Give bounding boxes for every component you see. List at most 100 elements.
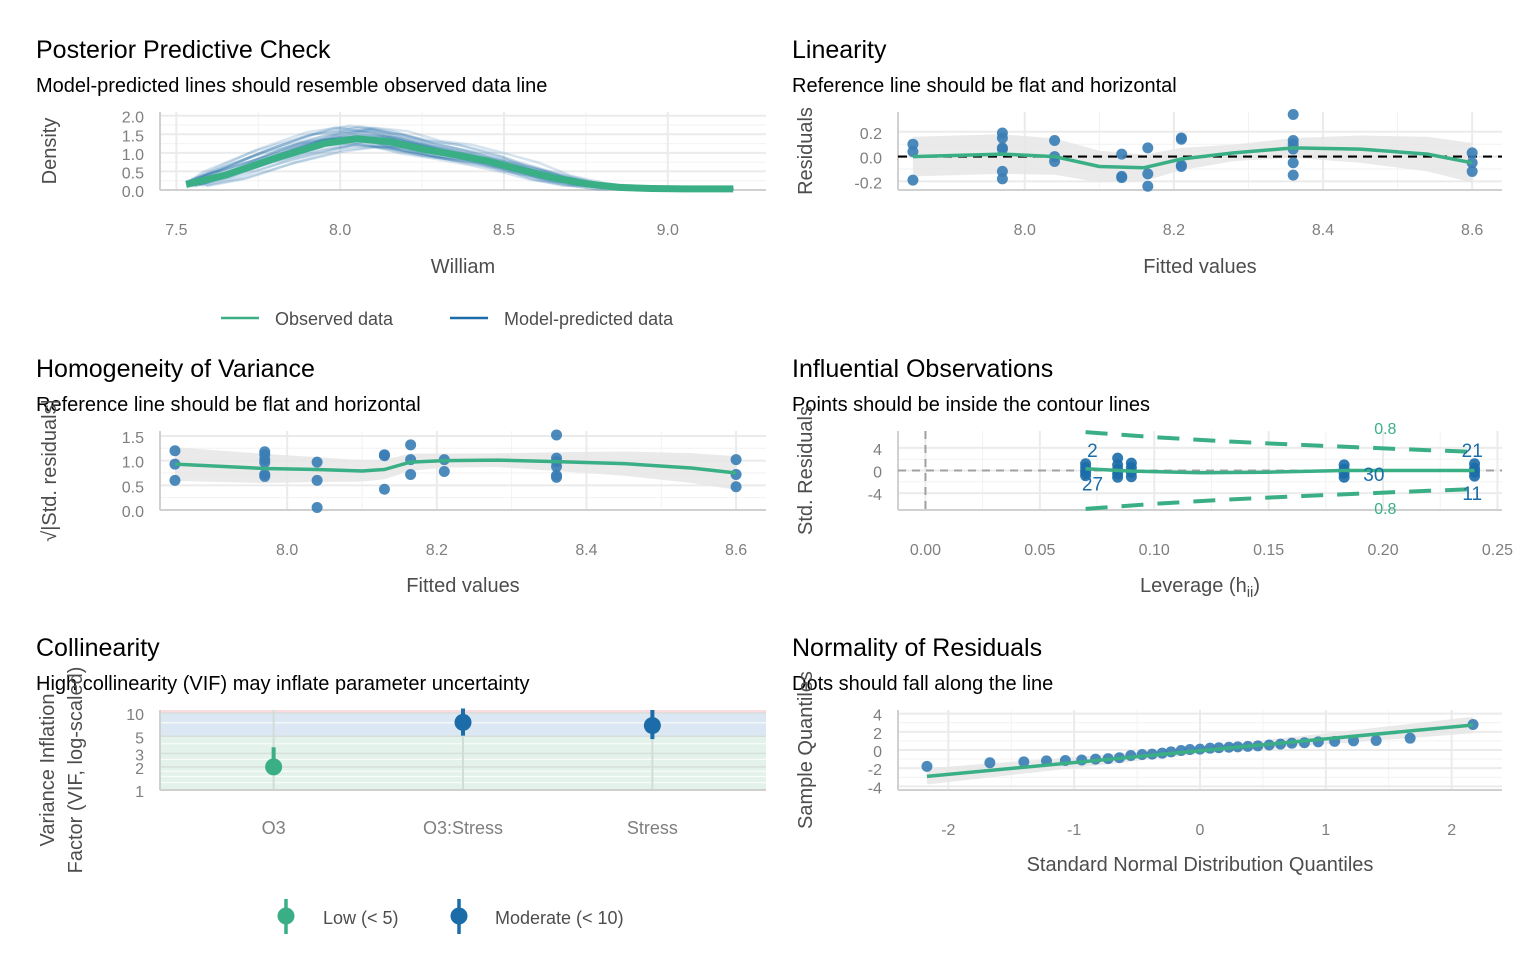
- data-point: [551, 471, 563, 483]
- panel-title: Linearity: [792, 36, 887, 64]
- x-axis-title: Fitted values: [1143, 256, 1256, 278]
- x-tick-label: -2: [941, 822, 955, 839]
- data-point: [1125, 471, 1137, 483]
- data-point: [169, 458, 181, 470]
- y-tick-label: 10: [126, 707, 144, 724]
- x-tick-label: 0.20: [1367, 542, 1398, 559]
- data-point: [907, 174, 919, 186]
- data-point: [378, 450, 390, 462]
- data-point: [1175, 133, 1187, 145]
- x-tick-label: 0.10: [1139, 542, 1170, 559]
- x-tick-label: 8.0: [329, 222, 351, 239]
- vif-point: [265, 758, 283, 776]
- data-point: [730, 468, 742, 480]
- data-point: [730, 481, 742, 493]
- x-tick-label: 1: [1321, 822, 1330, 839]
- smooth-line: [1085, 467, 1475, 475]
- x-axis-title: Fitted values: [406, 575, 519, 597]
- x-tick-label: 8.4: [1312, 222, 1334, 239]
- panel-influential-observations: Influential Observations Points should be…: [792, 355, 1513, 601]
- data-point: [169, 474, 181, 486]
- panel-subtitle: High collinearity (VIF) may inflate para…: [36, 673, 530, 695]
- data-point: [1142, 168, 1154, 180]
- data-point: [996, 132, 1008, 144]
- x-tick-label: O3:Stress: [423, 818, 503, 838]
- legend-label-low: Low (< 5): [323, 908, 399, 928]
- y-tick-label: 4: [873, 708, 882, 725]
- point-label: 21: [1462, 441, 1483, 462]
- x-tick-label: 8.0: [276, 542, 298, 559]
- y-tick-label: 1: [135, 784, 144, 801]
- y-tick-label: 0: [873, 465, 882, 482]
- y-tick-label: -4: [868, 487, 882, 504]
- y-axis-title: Variance Inflation: [37, 693, 59, 846]
- data-point: [921, 760, 933, 772]
- legend-label-moderate: Moderate (< 10): [495, 908, 624, 928]
- x-tick-label: 0.15: [1253, 542, 1284, 559]
- cooks-contour-lower: [1085, 487, 1475, 511]
- data-point: [907, 146, 919, 158]
- y-axis-title: Residuals: [795, 107, 817, 195]
- x-tick-label: 8.2: [426, 542, 448, 559]
- x-tick-label: 0.25: [1482, 542, 1513, 559]
- smooth-line: [912, 146, 1473, 170]
- x-tick-label: 8.6: [1461, 222, 1483, 239]
- y-tick-label: 5: [135, 730, 144, 747]
- data-point: [1175, 160, 1187, 172]
- legend-key-moderate-dot: [450, 907, 468, 925]
- panel-subtitle: Points should be inside the contour line…: [792, 394, 1150, 416]
- x-axis-title: Leverage (hii): [1140, 575, 1260, 601]
- data-point: [1370, 734, 1382, 746]
- data-point: [996, 143, 1008, 155]
- x-tick-label: -1: [1067, 822, 1081, 839]
- data-point: [1287, 157, 1299, 169]
- vif-point: [454, 713, 472, 731]
- x-tick-label: 0: [1196, 822, 1205, 839]
- x-axis-title: Standard Normal Distribution Quantiles: [1027, 854, 1374, 876]
- data-point: [1080, 470, 1092, 482]
- y-axis-title: Std. Residuals: [795, 406, 817, 535]
- x-tick-label: 8.4: [575, 542, 597, 559]
- contour-label: 0.8: [1374, 501, 1396, 518]
- data-point: [1469, 470, 1481, 482]
- data-point: [311, 502, 323, 514]
- data-point: [1116, 148, 1128, 160]
- data-point: [1404, 732, 1416, 744]
- y-tick-label: 1.5: [122, 430, 144, 447]
- data-point: [378, 483, 390, 495]
- y-tick-label: 2.0: [122, 110, 144, 127]
- panel-normality-of-residuals: Normality of Residuals Dots should fall a…: [792, 634, 1502, 876]
- x-tick-label: 7.5: [165, 222, 187, 239]
- data-point: [551, 461, 563, 473]
- data-point: [1116, 172, 1128, 184]
- legend: Observed data Model-predicted data: [221, 309, 674, 329]
- panel-linearity: Linearity Reference line should be flat a…: [792, 36, 1502, 278]
- data-point: [311, 456, 323, 468]
- y-tick-label: 0.0: [122, 504, 144, 521]
- panel-posterior-predictive-check: Posterior Predictive Check Model-predicte…: [36, 36, 766, 329]
- data-point: [1466, 147, 1478, 159]
- y-tick-label: 0.5: [122, 479, 144, 496]
- data-point: [1142, 180, 1154, 192]
- data-point: [1287, 169, 1299, 181]
- y-tick-label: -2: [868, 762, 882, 779]
- panel-title: Collinearity: [36, 634, 160, 662]
- y-tick-label: -4: [868, 780, 882, 797]
- smooth-line: [174, 458, 737, 475]
- y-tick-label: 0.0: [122, 184, 144, 201]
- y-axis-title: √|Std. residuals|: [39, 399, 61, 542]
- data-point: [996, 173, 1008, 185]
- panel-title: Homogeneity of Variance: [36, 355, 315, 383]
- x-tick-label: Stress: [627, 818, 678, 838]
- y-tick-label: 3: [135, 747, 144, 764]
- data-point: [551, 429, 563, 441]
- contour-label: 0.8: [1374, 421, 1396, 438]
- data-point: [984, 757, 996, 769]
- y-axis-title: Density: [39, 118, 61, 185]
- data-point: [1467, 719, 1479, 731]
- y-tick-label: 0: [873, 744, 882, 761]
- x-tick-label: 8.5: [493, 222, 515, 239]
- point-label: 11: [1462, 484, 1482, 505]
- data-point: [1466, 165, 1478, 177]
